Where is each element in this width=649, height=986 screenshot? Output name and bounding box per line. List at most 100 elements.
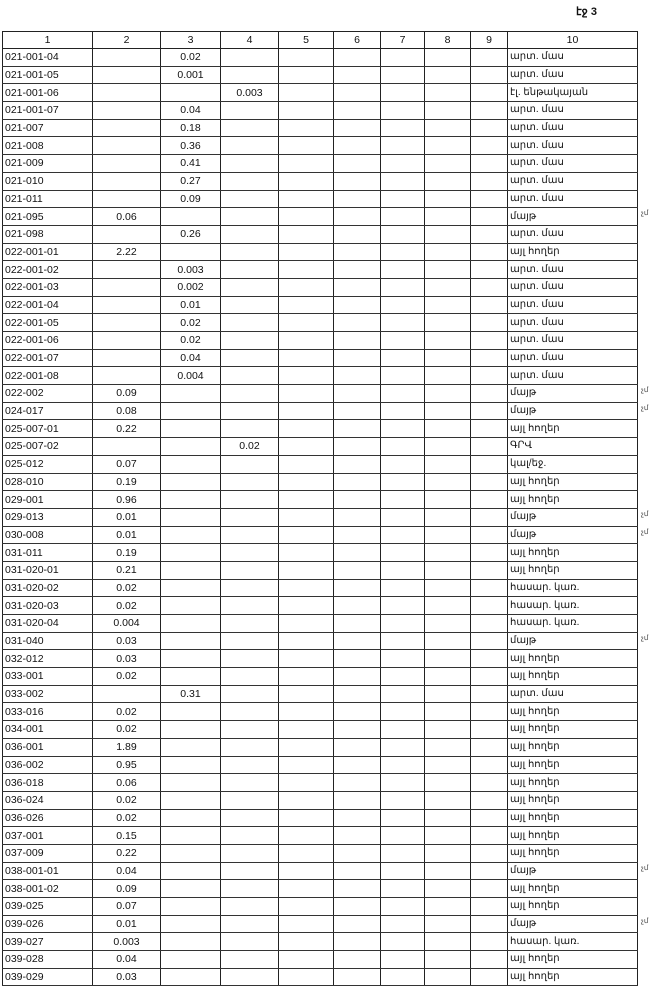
empty-cell bbox=[380, 861, 425, 881]
margin-note: չմ bbox=[641, 387, 649, 395]
empty-cell bbox=[424, 224, 471, 244]
empty-cell bbox=[424, 242, 471, 262]
description-cell: ԳՐՎ bbox=[507, 437, 638, 456]
parcel-code-cell: 037-009 bbox=[2, 843, 93, 863]
empty-cell bbox=[470, 507, 508, 527]
empty-cell bbox=[380, 914, 425, 934]
column-header: 9 bbox=[470, 31, 508, 49]
column-2-cell: 0.08 bbox=[92, 401, 161, 421]
column-2-cell bbox=[92, 331, 161, 350]
description-cell: մայթ bbox=[507, 207, 638, 226]
empty-cell bbox=[380, 419, 425, 439]
column-2-cell bbox=[92, 260, 161, 279]
empty-cell bbox=[333, 631, 381, 651]
empty-cell bbox=[278, 118, 334, 138]
description-cell: այլ հողեր bbox=[507, 826, 638, 845]
empty-cell bbox=[278, 879, 334, 898]
empty-cell bbox=[333, 525, 381, 545]
empty-cell bbox=[380, 331, 425, 350]
empty-cell bbox=[380, 631, 425, 651]
empty-cell bbox=[278, 507, 334, 527]
parcel-code-cell: 021-001-07 bbox=[2, 101, 93, 120]
column-3-cell bbox=[160, 702, 221, 722]
empty-cell bbox=[380, 720, 425, 739]
table-row: 022-001-07 0.04 արտ. մաս bbox=[2, 348, 638, 368]
parcel-code-cell: 021-007 bbox=[2, 118, 93, 138]
column-2-cell: 0.06 bbox=[92, 773, 161, 792]
empty-cell bbox=[424, 790, 471, 810]
column-3-cell: 0.02 bbox=[160, 313, 221, 332]
empty-cell bbox=[278, 790, 334, 810]
description-cell: կալ/եջ. bbox=[507, 454, 638, 474]
table-row: 032-012 0.03 այլ հողեր bbox=[2, 649, 638, 669]
empty-cell bbox=[333, 879, 381, 898]
empty-cell bbox=[333, 171, 381, 191]
margin-note: չմ bbox=[641, 635, 649, 643]
parcel-code-cell: 033-001 bbox=[2, 667, 93, 686]
column-2-cell: 0.03 bbox=[92, 649, 161, 669]
column-3-cell bbox=[160, 967, 221, 986]
parcel-code-cell: 021-095 bbox=[2, 207, 93, 226]
margin-note: չմ bbox=[641, 511, 649, 519]
column-3-cell bbox=[160, 897, 221, 916]
column-3-cell: 0.004 bbox=[160, 366, 221, 386]
column-header: 5 bbox=[278, 31, 334, 49]
empty-cell bbox=[470, 967, 508, 986]
empty-cell bbox=[278, 331, 334, 350]
column-4-cell bbox=[220, 154, 279, 173]
empty-cell bbox=[470, 224, 508, 244]
empty-cell bbox=[380, 224, 425, 244]
column-3-cell bbox=[160, 950, 221, 969]
column-3-cell: 0.002 bbox=[160, 277, 221, 297]
column-2-cell bbox=[92, 136, 161, 156]
empty-cell bbox=[278, 667, 334, 686]
parcel-code-cell: 021-010 bbox=[2, 171, 93, 191]
empty-cell bbox=[424, 967, 471, 986]
empty-cell bbox=[380, 932, 425, 952]
column-4-cell bbox=[220, 720, 279, 739]
empty-cell bbox=[278, 525, 334, 545]
empty-cell bbox=[333, 684, 381, 704]
table-row: 021-001-04 0.02 արտ. մաս bbox=[2, 48, 638, 67]
table-row: 038-001-01 0.04 մայթ bbox=[2, 861, 638, 881]
empty-cell bbox=[424, 472, 471, 492]
column-3-cell bbox=[160, 649, 221, 669]
column-3-cell: 0.31 bbox=[160, 684, 221, 704]
empty-cell bbox=[470, 154, 508, 173]
empty-cell bbox=[333, 419, 381, 439]
empty-cell bbox=[424, 313, 471, 332]
empty-cell bbox=[470, 118, 508, 138]
column-3-cell bbox=[160, 578, 221, 598]
empty-cell bbox=[470, 543, 508, 562]
empty-cell bbox=[278, 83, 334, 103]
column-3-cell bbox=[160, 631, 221, 651]
parcel-code-cell: 022-001-04 bbox=[2, 295, 93, 315]
column-4-cell bbox=[220, 914, 279, 934]
empty-cell bbox=[278, 384, 334, 403]
column-3-cell bbox=[160, 596, 221, 615]
column-4-cell bbox=[220, 560, 279, 580]
empty-cell bbox=[424, 295, 471, 315]
column-2-cell bbox=[92, 348, 161, 368]
empty-cell bbox=[333, 295, 381, 315]
column-2-cell bbox=[92, 154, 161, 173]
empty-cell bbox=[333, 136, 381, 156]
parcel-code-cell: 039-029 bbox=[2, 967, 93, 986]
empty-cell bbox=[278, 348, 334, 368]
empty-cell bbox=[470, 631, 508, 651]
empty-cell bbox=[380, 118, 425, 138]
empty-cell bbox=[278, 967, 334, 986]
empty-cell bbox=[333, 861, 381, 881]
parcel-code-cell: 039-027 bbox=[2, 932, 93, 952]
table-row: 033-016 0.02 այլ հողեր bbox=[2, 702, 638, 722]
parcel-code-cell: 036-018 bbox=[2, 773, 93, 792]
empty-cell bbox=[333, 48, 381, 67]
empty-cell bbox=[333, 490, 381, 509]
column-2-cell bbox=[92, 83, 161, 103]
column-2-cell: 0.04 bbox=[92, 861, 161, 881]
empty-cell bbox=[470, 472, 508, 492]
empty-cell bbox=[470, 384, 508, 403]
column-4-cell bbox=[220, 384, 279, 403]
empty-cell bbox=[278, 242, 334, 262]
empty-cell bbox=[380, 808, 425, 828]
